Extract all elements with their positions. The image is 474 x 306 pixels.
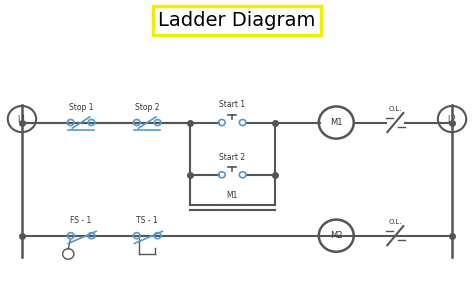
Text: M1: M1 (227, 191, 238, 200)
Text: Start 1: Start 1 (219, 100, 246, 110)
Text: TS - 1: TS - 1 (137, 216, 158, 225)
Text: M1: M1 (330, 118, 343, 127)
Text: Stop 2: Stop 2 (135, 103, 159, 112)
Text: FS - 1: FS - 1 (71, 216, 91, 225)
Text: O.L.: O.L. (389, 106, 402, 112)
Text: Stop 1: Stop 1 (69, 103, 93, 112)
Text: O.L.: O.L. (389, 219, 402, 225)
Text: Ladder Diagram: Ladder Diagram (158, 11, 316, 30)
Text: L2: L2 (447, 114, 456, 124)
Text: Start 2: Start 2 (219, 153, 246, 162)
Text: M2: M2 (330, 231, 343, 240)
Text: L1: L1 (18, 114, 27, 124)
